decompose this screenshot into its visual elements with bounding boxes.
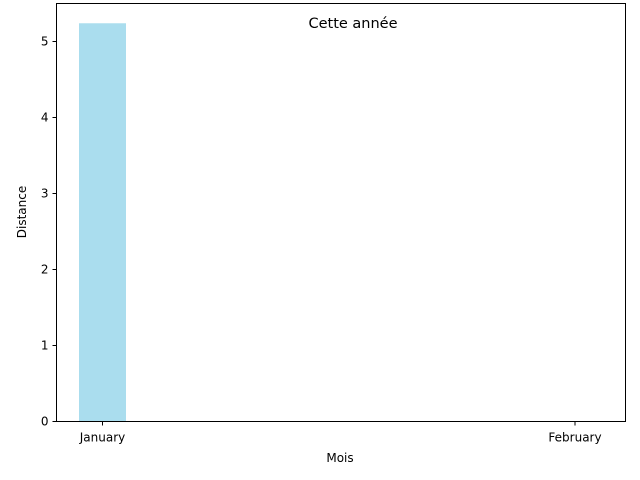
x-tick-label-january: January <box>79 431 126 445</box>
bars-group <box>79 23 126 422</box>
y-axis-label: Distance <box>15 186 29 238</box>
y-tick-label: 5 <box>41 35 49 49</box>
x-tick-label-february: February <box>548 431 601 445</box>
y-tick-label: 0 <box>41 415 49 429</box>
y-tick-label: 3 <box>41 187 49 201</box>
x-axis-ticks: January February <box>79 421 602 445</box>
bar-january <box>79 23 126 422</box>
y-axis-ticks: 0 1 2 3 4 5 <box>41 35 57 429</box>
y-tick-label: 2 <box>41 263 49 277</box>
y-tick-label: 1 <box>41 339 49 353</box>
x-axis-label: Mois <box>326 451 353 465</box>
plot-frame <box>56 3 626 422</box>
chart-title: Cette année <box>308 16 397 32</box>
y-tick-label: 4 <box>41 111 49 125</box>
